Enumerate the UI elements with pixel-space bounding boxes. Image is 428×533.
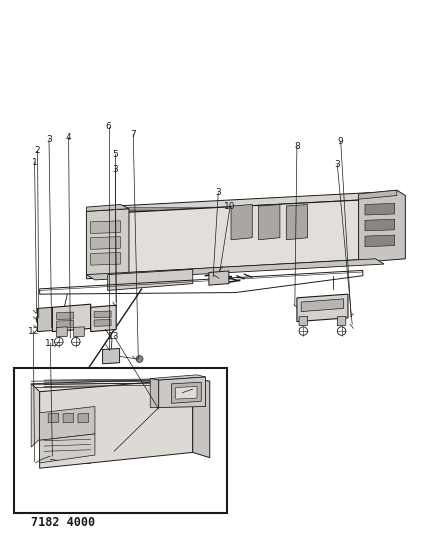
Text: 6: 6 bbox=[106, 123, 111, 132]
Polygon shape bbox=[150, 378, 159, 408]
Text: 5: 5 bbox=[113, 150, 118, 159]
Circle shape bbox=[104, 351, 116, 362]
Circle shape bbox=[84, 455, 93, 464]
Polygon shape bbox=[108, 269, 193, 290]
Text: 3: 3 bbox=[334, 160, 340, 169]
Polygon shape bbox=[40, 407, 95, 440]
Polygon shape bbox=[56, 320, 74, 328]
Polygon shape bbox=[172, 382, 201, 403]
Polygon shape bbox=[86, 209, 129, 279]
Polygon shape bbox=[299, 316, 308, 326]
Circle shape bbox=[161, 254, 172, 264]
Polygon shape bbox=[359, 190, 405, 262]
Polygon shape bbox=[63, 414, 74, 423]
Polygon shape bbox=[94, 319, 111, 326]
Polygon shape bbox=[365, 204, 395, 215]
Circle shape bbox=[107, 353, 113, 359]
Polygon shape bbox=[297, 294, 348, 321]
Polygon shape bbox=[103, 349, 119, 364]
Circle shape bbox=[149, 254, 160, 264]
Polygon shape bbox=[91, 221, 120, 233]
Polygon shape bbox=[337, 316, 346, 326]
Circle shape bbox=[54, 455, 63, 464]
Text: 7182 4000: 7182 4000 bbox=[31, 516, 95, 529]
Polygon shape bbox=[40, 434, 95, 463]
Polygon shape bbox=[56, 327, 67, 337]
Polygon shape bbox=[286, 205, 308, 240]
Polygon shape bbox=[150, 375, 205, 380]
Text: 1: 1 bbox=[32, 158, 37, 167]
Circle shape bbox=[136, 356, 143, 362]
Text: 2: 2 bbox=[35, 146, 40, 155]
Circle shape bbox=[95, 417, 108, 430]
Polygon shape bbox=[301, 299, 344, 312]
Text: 4: 4 bbox=[66, 133, 71, 142]
Polygon shape bbox=[86, 259, 384, 280]
Polygon shape bbox=[31, 378, 201, 392]
Polygon shape bbox=[86, 205, 129, 211]
Polygon shape bbox=[176, 386, 197, 399]
Circle shape bbox=[185, 229, 211, 254]
Circle shape bbox=[40, 316, 47, 323]
Circle shape bbox=[107, 417, 121, 430]
Text: 9: 9 bbox=[338, 136, 344, 146]
Polygon shape bbox=[31, 384, 40, 447]
Polygon shape bbox=[95, 192, 376, 214]
Circle shape bbox=[120, 417, 134, 430]
Polygon shape bbox=[209, 271, 229, 285]
Polygon shape bbox=[40, 378, 193, 468]
Bar bbox=[14, 368, 227, 513]
Polygon shape bbox=[259, 205, 280, 240]
Circle shape bbox=[146, 229, 172, 254]
Polygon shape bbox=[48, 414, 59, 423]
Polygon shape bbox=[56, 312, 74, 319]
Text: 7: 7 bbox=[131, 130, 136, 139]
Polygon shape bbox=[94, 311, 111, 318]
Circle shape bbox=[36, 313, 50, 326]
Text: 3: 3 bbox=[113, 165, 118, 174]
Polygon shape bbox=[91, 253, 120, 265]
Circle shape bbox=[40, 455, 48, 464]
Polygon shape bbox=[38, 308, 52, 332]
Polygon shape bbox=[365, 219, 395, 231]
Text: 10: 10 bbox=[224, 201, 236, 211]
Text: 8: 8 bbox=[294, 142, 300, 151]
Text: 3: 3 bbox=[215, 188, 221, 197]
Text: 12: 12 bbox=[27, 327, 39, 336]
Circle shape bbox=[69, 455, 78, 464]
Text: 3: 3 bbox=[46, 135, 52, 144]
Polygon shape bbox=[231, 205, 252, 240]
Polygon shape bbox=[74, 327, 84, 337]
Polygon shape bbox=[52, 304, 91, 332]
Text: 11: 11 bbox=[45, 338, 56, 348]
Polygon shape bbox=[91, 305, 116, 332]
Polygon shape bbox=[359, 190, 397, 199]
Polygon shape bbox=[193, 378, 210, 458]
Polygon shape bbox=[95, 199, 376, 274]
Polygon shape bbox=[159, 377, 205, 408]
Circle shape bbox=[167, 229, 193, 254]
Polygon shape bbox=[365, 235, 395, 247]
Polygon shape bbox=[91, 237, 120, 249]
Circle shape bbox=[173, 254, 183, 264]
Polygon shape bbox=[78, 414, 89, 423]
Text: 13: 13 bbox=[108, 332, 120, 341]
